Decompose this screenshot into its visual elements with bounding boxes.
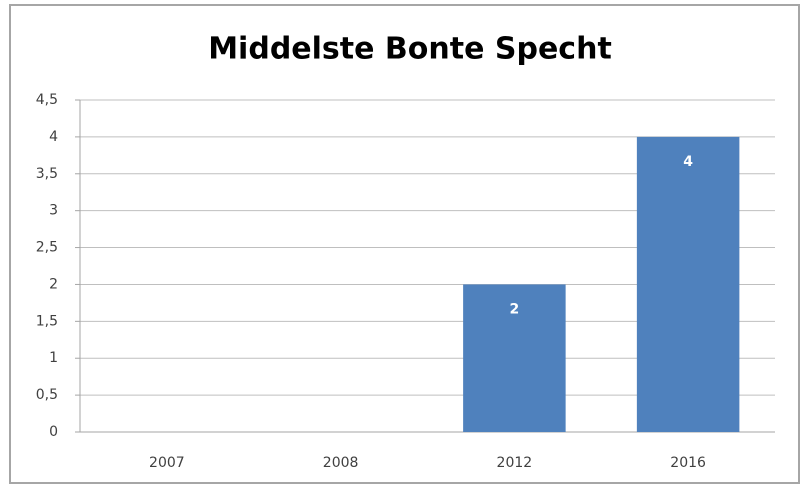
bar xyxy=(463,284,566,432)
x-tick-label: 2016 xyxy=(670,455,706,471)
y-tick-label: 0,5 xyxy=(36,387,58,403)
x-tick-label: 2008 xyxy=(323,455,359,471)
chart-title: Middelste Bonte Specht xyxy=(208,32,612,67)
y-tick-label: 3 xyxy=(49,203,58,219)
data-label: 4 xyxy=(683,154,693,170)
y-tick-label: 0 xyxy=(49,424,58,440)
y-tick-label: 4,5 xyxy=(36,92,58,108)
x-tick-label: 2012 xyxy=(497,455,533,471)
y-tick-label: 2 xyxy=(49,276,58,292)
data-label: 2 xyxy=(510,301,520,317)
bar xyxy=(636,136,740,432)
y-tick-label: 1,5 xyxy=(36,313,58,329)
x-tick-label: 2007 xyxy=(149,455,185,471)
y-tick-label: 3,5 xyxy=(36,166,58,182)
y-tick-label: 2,5 xyxy=(36,240,58,256)
y-tick-label: 1 xyxy=(49,350,58,366)
y-tick-label: 4 xyxy=(49,129,58,145)
